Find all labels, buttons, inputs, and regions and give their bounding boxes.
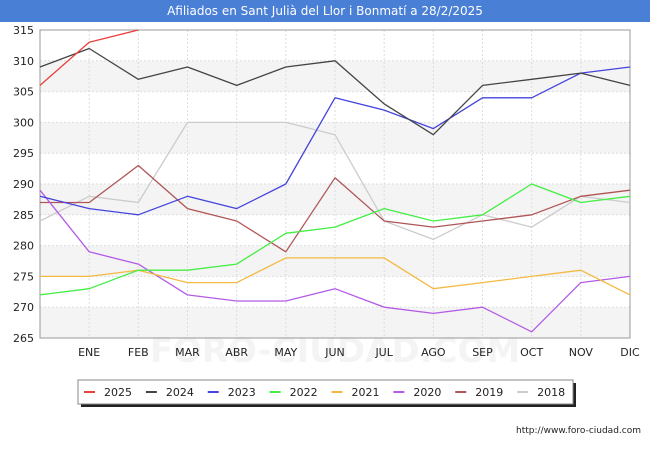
- y-tick-label: 270: [13, 301, 34, 314]
- x-axis: ENE FEB MAR ABR MAY JUN JUL AGO SEP OCT NOV DIC: [78, 346, 640, 359]
- grid: [39, 29, 631, 339]
- series-line-2024: [39, 47, 631, 136]
- legend-label-2023: 2023: [228, 386, 256, 399]
- x-tick-label: FEB: [128, 346, 149, 359]
- x-tick-label: JUN: [324, 346, 345, 359]
- x-tick-label: JUL: [374, 346, 393, 359]
- y-tick-label: 275: [13, 270, 34, 283]
- legend: 2025 2024 2023 2022 2021 2020 2019 2018: [77, 379, 576, 407]
- y-tick-label: 310: [13, 55, 34, 68]
- legend-label-2019: 2019: [475, 386, 503, 399]
- y-tick-label: 290: [13, 178, 34, 191]
- legend-label-2025: 2025: [104, 386, 132, 399]
- x-tick-label: ABR: [225, 346, 248, 359]
- x-tick-label: OCT: [520, 346, 543, 359]
- y-tick-label: 280: [13, 240, 34, 253]
- x-tick-label: NOV: [569, 346, 594, 359]
- series-line-2023: [39, 66, 631, 216]
- legend-label-2021: 2021: [352, 386, 380, 399]
- y-tick-label: 315: [13, 24, 34, 37]
- x-tick-label: SEP: [472, 346, 493, 359]
- legend-label-2022: 2022: [290, 386, 318, 399]
- legend-label-2018: 2018: [537, 386, 565, 399]
- x-tick-label: ENE: [78, 346, 100, 359]
- y-tick-label: 295: [13, 147, 34, 160]
- series-line-2022: [39, 183, 631, 296]
- y-tick-label: 305: [13, 86, 34, 99]
- legend-label-2024: 2024: [166, 386, 194, 399]
- series-line-2020: [39, 189, 631, 333]
- y-tick-label: 285: [13, 209, 34, 222]
- plot-border: [39, 29, 631, 339]
- y-tick-label: 265: [13, 332, 34, 345]
- y-tick-label: 300: [13, 116, 34, 129]
- chart-title: Afiliados en Sant Julià del Llor i Bonma…: [0, 0, 650, 22]
- series-line-2025: [39, 29, 139, 86]
- y-axis: 265 270 275 280 285 290 295 300 305 310 315: [13, 24, 34, 345]
- x-tick-label: MAY: [274, 346, 297, 359]
- series-line-2019: [40, 164, 631, 253]
- x-tick-label: DIC: [620, 346, 640, 359]
- legend-label-2020: 2020: [413, 386, 441, 399]
- series-line-2018: [39, 121, 631, 241]
- footer-url[interactable]: http://www.foro-ciudad.com: [516, 426, 641, 436]
- legend-box: [77, 379, 574, 405]
- x-tick-label: AGO: [421, 346, 446, 359]
- series-lines: [39, 29, 631, 333]
- x-tick-label: MAR: [175, 346, 200, 359]
